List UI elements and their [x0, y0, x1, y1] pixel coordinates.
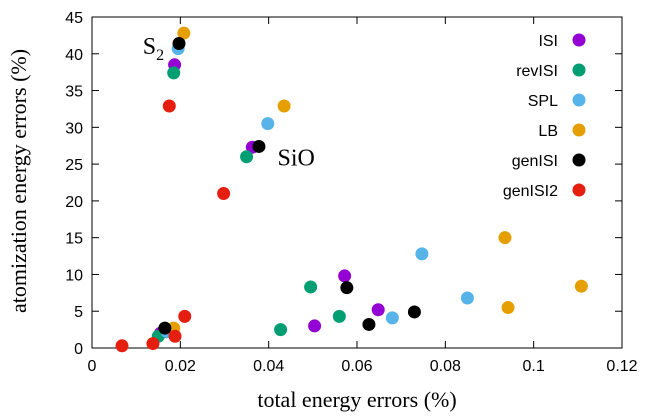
y-tick-label: 15: [65, 231, 83, 248]
point-revisi: [240, 150, 254, 164]
point-genisi: [172, 36, 186, 50]
legend-marker-isi: [572, 33, 586, 47]
y-tick-label: 35: [65, 84, 83, 101]
legend-label-genisi2: genISI2: [503, 183, 558, 200]
legend-marker-revisi: [572, 63, 586, 77]
x-tick-label: 0.08: [430, 358, 461, 375]
legend-marker-spl: [572, 93, 586, 107]
legend-label-genisi: genISI: [512, 153, 558, 170]
y-tick-label: 0: [74, 341, 83, 358]
point-genisi2: [217, 187, 231, 201]
x-tick-label: 0.06: [341, 358, 372, 375]
legend-label-lb: LB: [538, 123, 558, 140]
point-genisi2: [162, 99, 176, 113]
legend: ISI revISI SPL LB genISI genISI2: [503, 33, 586, 200]
point-lb: [277, 99, 291, 113]
point-isi: [371, 303, 385, 317]
point-isi: [338, 269, 352, 283]
point-revisi: [332, 309, 346, 323]
y-tick-label: 45: [65, 10, 83, 27]
y-tick-label: 20: [65, 194, 83, 211]
point-genisi: [158, 321, 172, 335]
annotations: S2 SiO: [143, 34, 315, 172]
legend-marker-lb: [572, 123, 586, 137]
data-points: [115, 26, 588, 353]
point-lb: [574, 279, 588, 293]
y-axis-label: atomization energy errors (%): [6, 49, 31, 313]
point-lb: [501, 301, 515, 315]
annotation-label: S2: [143, 34, 164, 64]
point-revisi: [167, 66, 181, 80]
x-tick-label: 0.02: [165, 358, 196, 375]
y-tick-label: 10: [65, 267, 83, 284]
point-revisi: [304, 280, 318, 294]
point-genisi2: [115, 339, 129, 353]
point-genisi: [340, 281, 354, 295]
point-genisi2: [178, 309, 192, 323]
x-tick-label: 0: [88, 358, 97, 375]
annotation-label: SiO: [278, 146, 315, 172]
legend-label-spl: SPL: [528, 93, 558, 110]
point-genisi: [407, 305, 421, 319]
x-axis-label: total energy errors (%): [257, 387, 456, 412]
point-revisi: [274, 323, 288, 337]
y-tick-label: 30: [65, 120, 83, 137]
point-genisi: [362, 317, 376, 331]
x-tick-label: 0.12: [606, 358, 637, 375]
point-genisi2: [168, 329, 182, 343]
point-spl: [415, 247, 429, 261]
point-lb: [498, 231, 512, 245]
point-genisi: [252, 139, 266, 153]
y-tick-label: 5: [74, 304, 83, 321]
point-spl: [460, 291, 474, 305]
y-tick-label: 40: [65, 47, 83, 64]
y-tick-label: 25: [65, 157, 83, 174]
tick-labels: 0 0.02 0.04 0.06 0.08 0.1 0.12 0 5 10 15 20 25 30 35 40…: [65, 10, 637, 375]
point-isi: [308, 319, 322, 333]
point-genisi2: [146, 337, 160, 351]
legend-label-isi: ISI: [538, 33, 558, 50]
point-spl: [261, 117, 275, 131]
legend-label-revisi: revISI: [516, 63, 558, 80]
legend-marker-genisi: [572, 153, 586, 167]
x-tick-label: 0.04: [253, 358, 284, 375]
axes-frame: [91, 16, 623, 349]
point-spl: [385, 311, 399, 325]
x-tick-label: 0.1: [523, 358, 545, 375]
point-lb: [177, 26, 191, 40]
legend-marker-genisi2: [572, 183, 586, 197]
